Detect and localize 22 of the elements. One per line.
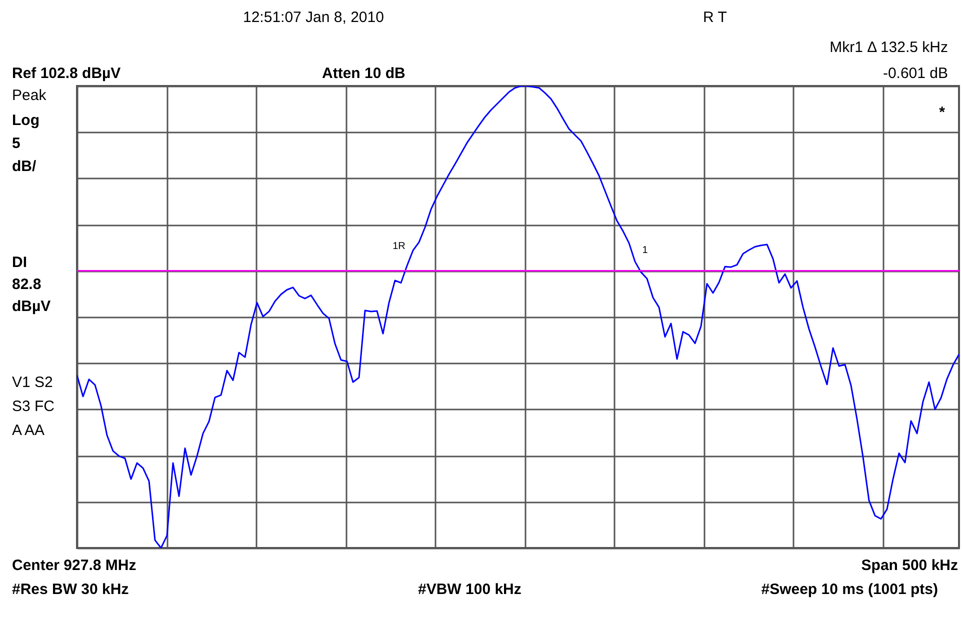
text: S3 FC: [12, 398, 55, 415]
text: Log: [12, 112, 40, 129]
text: #Res BW 30 kHz: [12, 581, 129, 598]
text: Atten 10 dB: [322, 65, 406, 82]
text: A AA: [12, 422, 45, 439]
text: Peak: [12, 87, 47, 104]
text: Center 927.8 MHz: [12, 557, 136, 574]
text: #Sweep 10 ms (1001 pts): [761, 581, 938, 598]
text: Ref 102.8 dBµV: [12, 65, 121, 82]
ref-line-label: DI 82.8 dBµV: [12, 254, 51, 315]
text: Span 500 kHz: [861, 557, 958, 574]
text: R T: [703, 9, 727, 26]
text: 5: [12, 135, 20, 152]
annotation: 1: [642, 245, 648, 256]
text: -0.601 dB: [882, 65, 948, 82]
text: Mkr1 Δ 132.5 kHz: [830, 39, 948, 56]
text: #VBW 100 kHz: [418, 581, 522, 598]
annotation: *: [939, 104, 946, 121]
text: 12:51:07 Jan 8, 2010: [243, 9, 384, 26]
annotation: 1R: [392, 241, 406, 252]
text: dB/: [12, 158, 37, 175]
text: V1 S2: [12, 374, 53, 391]
